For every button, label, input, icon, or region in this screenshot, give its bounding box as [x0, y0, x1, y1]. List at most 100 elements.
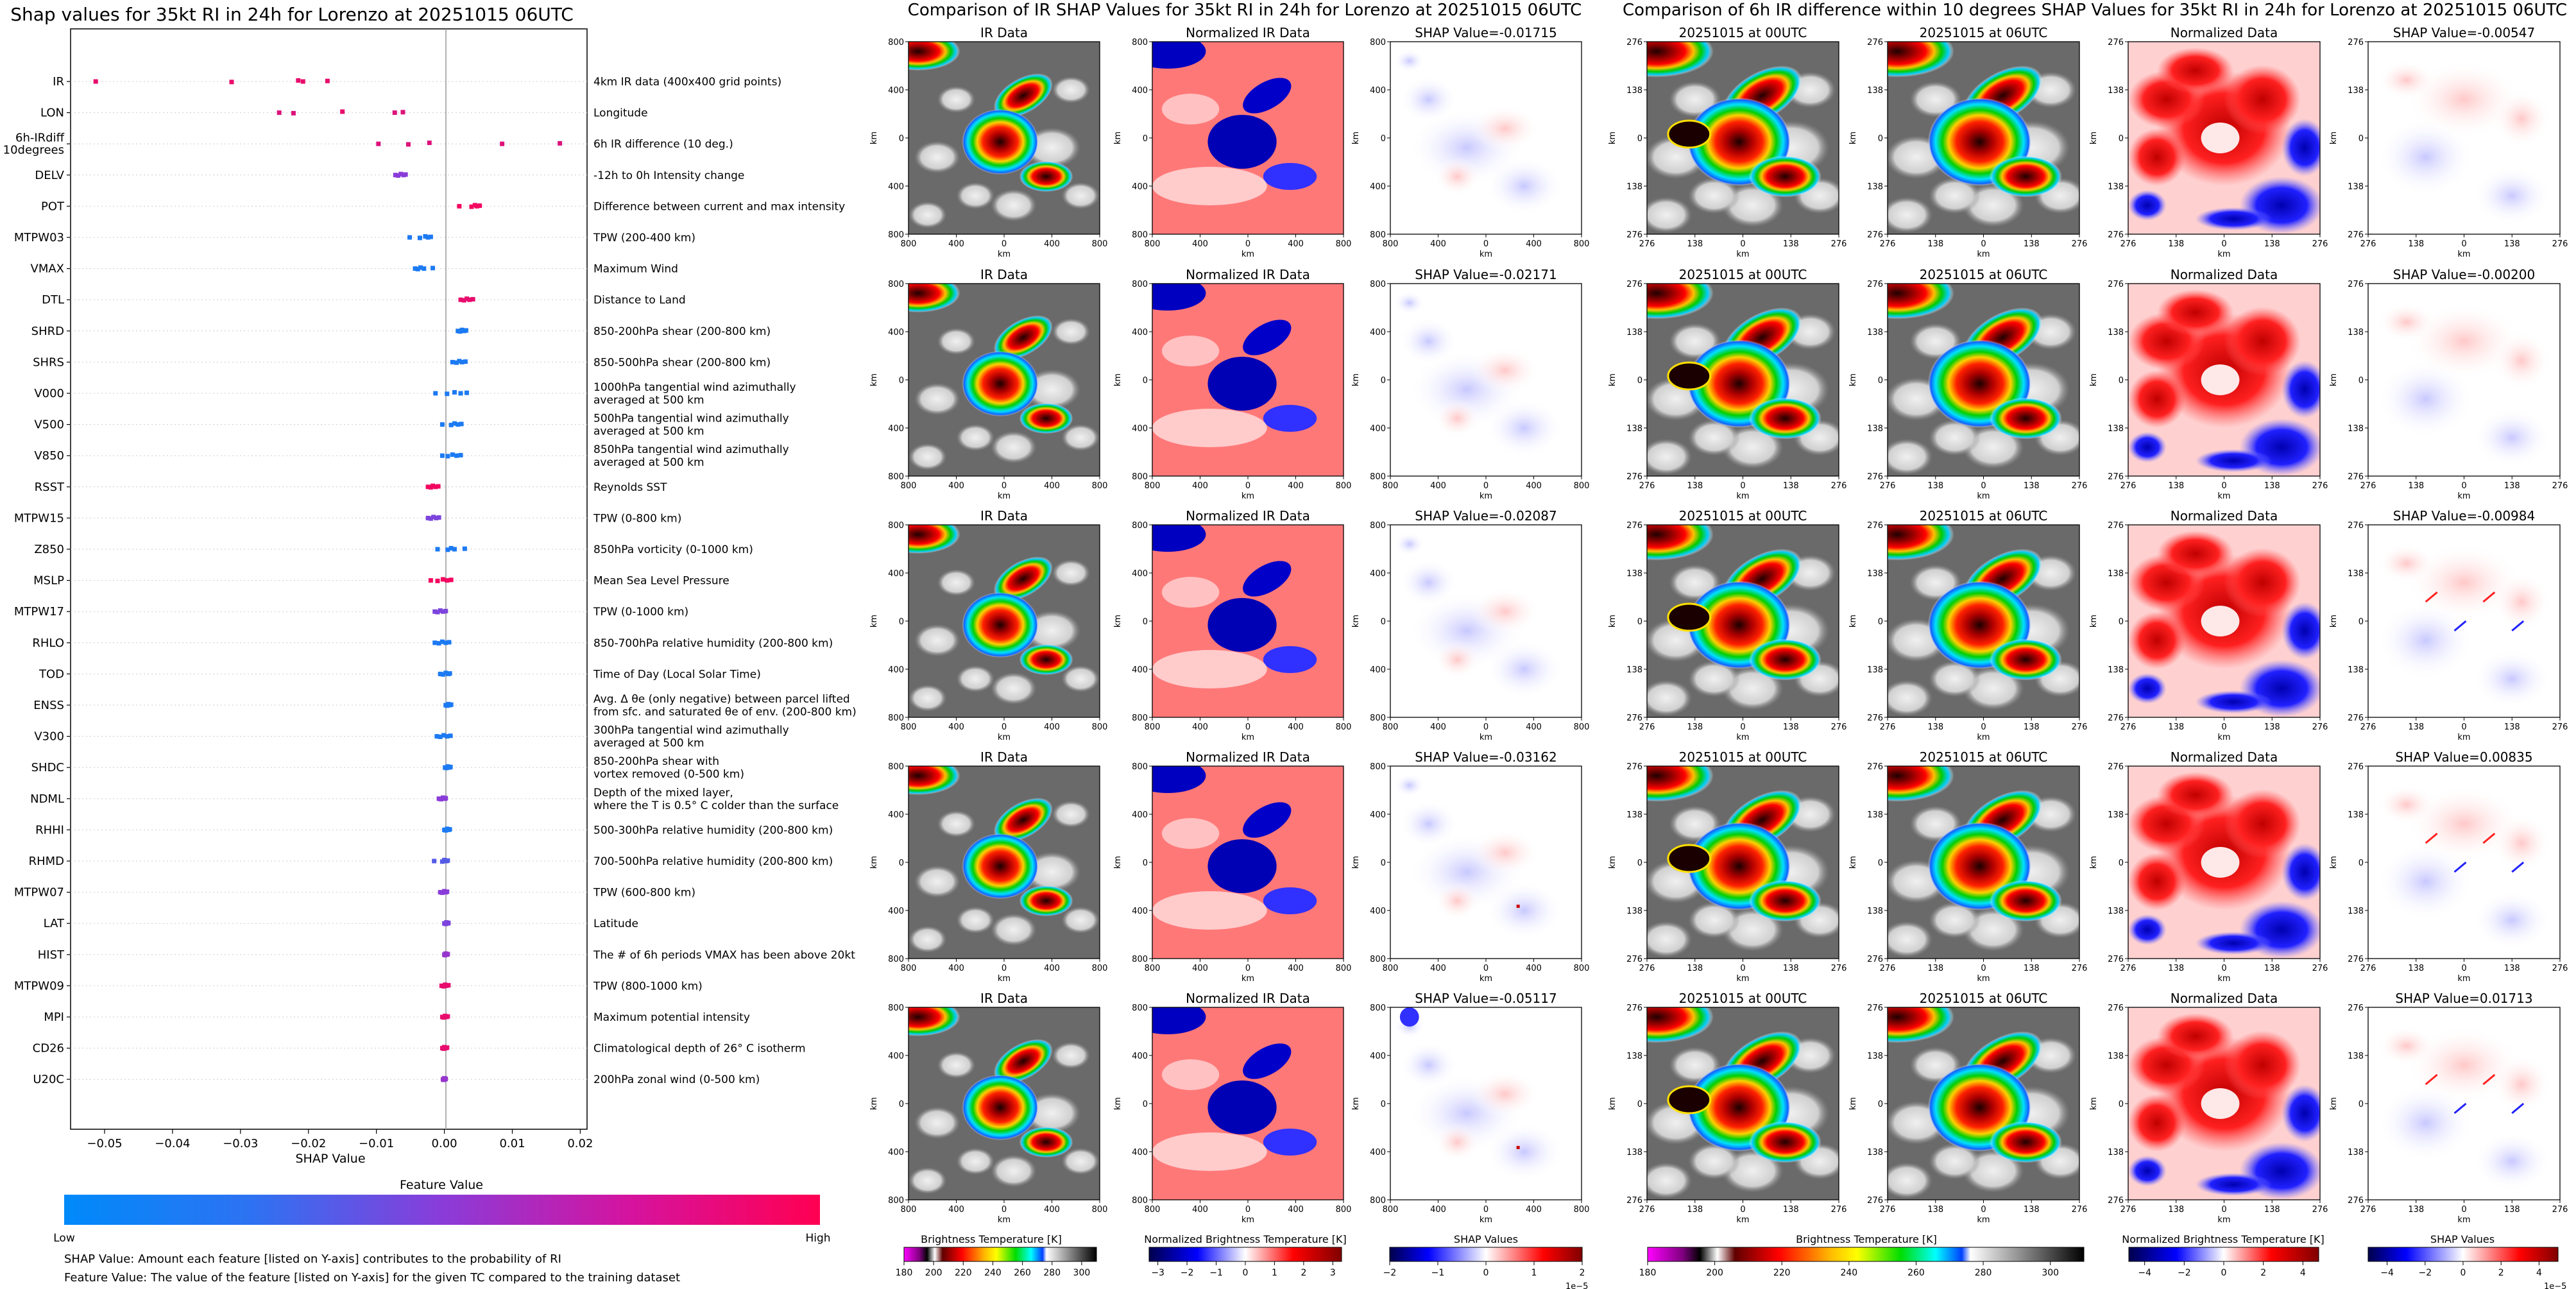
shap-point: [459, 359, 465, 364]
panel-image: [2368, 766, 2560, 959]
heatmap-panel: 27627613813800138138276276kmkmNormalized…: [2089, 267, 2328, 501]
y-tick-label: 400: [1370, 1148, 1386, 1157]
shap-point: [439, 453, 445, 458]
y-tick-label: 800: [888, 1196, 904, 1206]
ir-cbar3-label: SHAP Values: [1454, 1233, 1518, 1245]
feature-name-label: Z850: [34, 543, 64, 556]
x-tick-label: 276: [1880, 964, 1896, 973]
panel-x-label: km: [1977, 250, 1990, 259]
x-tick-label: 800: [1145, 1205, 1161, 1215]
y-tick-label: 0: [2358, 1100, 2364, 1109]
feature-name-label: V850: [34, 449, 64, 463]
x-tick-label: 276: [2072, 964, 2088, 973]
feature-description: Mean Sea Level Pressure: [593, 575, 729, 588]
shap-point: [436, 641, 441, 646]
y-tick-label: 276: [2108, 713, 2124, 723]
feature-description: -12h to 0h Intensity change: [593, 169, 744, 182]
y-tick-label: 400: [1132, 907, 1148, 916]
x-tick-label: 276: [1880, 239, 1896, 249]
y-tick-label: 138: [1867, 665, 1883, 675]
panel-title: 20251015 at 00UTC: [1679, 749, 1807, 765]
y-tick-label: 276: [1867, 230, 1883, 240]
panel-image: [1647, 284, 1839, 476]
shap-point: [428, 578, 433, 583]
x-tick-label: 138: [2408, 239, 2424, 249]
x-tick-label: 0: [1002, 964, 1007, 973]
y-tick-label: 276: [1626, 38, 1642, 47]
y-tick-label: 800: [888, 230, 904, 240]
x-tick-label: 400: [948, 964, 964, 973]
shap-point: [435, 610, 440, 615]
x-tick-label: 276: [1831, 964, 1847, 973]
colorbar-tick-label: 220: [955, 1268, 972, 1278]
y-tick-label: 276: [2348, 955, 2364, 964]
panel-x-label: km: [2457, 250, 2470, 259]
x-tick-label: 400: [948, 481, 964, 491]
x-tick-label: 400: [1288, 722, 1304, 732]
colorbar-tick-label: 300: [1073, 1268, 1091, 1278]
y-tick-label: 0: [2358, 134, 2364, 144]
x-tick-label: 138: [2264, 239, 2280, 249]
panel-image: [2128, 525, 2320, 717]
panel-x-label: km: [1977, 491, 1990, 501]
x-tick-label: 276: [1639, 481, 1655, 491]
shap-point: [446, 920, 451, 925]
y-tick-label: 276: [1626, 1196, 1642, 1206]
x-tick-label: 800: [1336, 1205, 1352, 1215]
y-tick-label: 0: [1143, 617, 1148, 627]
y-tick-label: 138: [1626, 328, 1642, 337]
x-tick-label: 138: [2264, 481, 2280, 491]
x-tick-label: 400: [1526, 481, 1542, 491]
panel-x-label: km: [2217, 1215, 2230, 1225]
panel-x-label: km: [1736, 974, 1749, 984]
feature-description: Climatological depth of 26° C isotherm: [593, 1043, 806, 1055]
y-tick-label: 800: [888, 955, 904, 964]
feature-name-label: MPI: [44, 1011, 64, 1024]
panel-y-label: km: [1351, 1097, 1361, 1110]
shap-point: [428, 234, 433, 239]
x-tick-label: 138: [1927, 964, 1943, 973]
x-tick-label: 0: [1002, 481, 1007, 491]
y-tick-label: 276: [2348, 280, 2364, 289]
y-tick-label: 0: [1878, 134, 1883, 144]
feature-description: Difference between current and max inten…: [593, 200, 845, 213]
feature-description: 4km IR data (400x400 grid points): [593, 76, 781, 89]
panel-title: Normalized IR Data: [1186, 991, 1310, 1006]
x-tick-label: 138: [2408, 964, 2424, 973]
x-tick-label: 800: [1092, 481, 1108, 491]
panel-image: [1888, 766, 2079, 959]
y-tick-label: 276: [1867, 280, 1883, 289]
x-tick-label: 400: [1288, 964, 1304, 973]
colorbar-tick-label: −2: [1181, 1268, 1194, 1278]
x-tick-label: −0.02: [291, 1137, 326, 1150]
x-tick-label: 138: [1927, 722, 1943, 732]
panel-y-label: km: [1848, 1097, 1858, 1110]
y-tick-label: 0: [1637, 617, 1642, 627]
panel-x-label: km: [2217, 974, 2230, 984]
panel-y-label: km: [2089, 1097, 2099, 1110]
panel-title: 20251015 at 06UTC: [1920, 749, 2048, 765]
x-tick-label: 800: [1336, 964, 1352, 973]
panel-image: [908, 42, 1100, 234]
panel-image: [1647, 1007, 1839, 1200]
panel-y-label: km: [2329, 856, 2339, 869]
shap-point: [458, 452, 463, 457]
feature-description: Longitude: [593, 107, 648, 120]
shap-point: [448, 733, 453, 738]
heatmap-panel: 80080040040000400400800800kmkmNormalized…: [1113, 508, 1351, 742]
y-tick-label: 800: [888, 713, 904, 723]
shap-point: [438, 608, 443, 613]
shap-point: [403, 172, 408, 177]
shap-point: [431, 483, 436, 488]
shap-point: [433, 391, 438, 396]
feature-name-label: LON: [40, 107, 64, 120]
shap-point: [425, 515, 431, 520]
feature-description: averaged at 500 km: [593, 737, 704, 750]
x-tick-label: 400: [948, 722, 964, 732]
